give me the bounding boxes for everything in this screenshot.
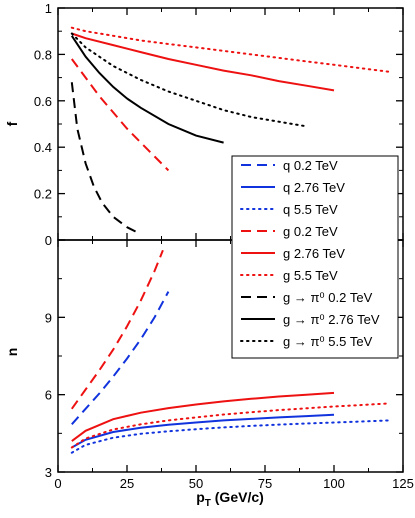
top-ticks-group: 0 0.2 0.4 0.6 0.8 1 (34, 1, 404, 248)
bottom-panel: 0 25 50 75 100 125 3 6 9 n pT (GeV/c) (4, 239, 414, 509)
x-axis-label: pT (GeV/c) (196, 489, 264, 509)
top-series-line-5 (70, 32, 308, 128)
legend: q 0.2 TeV q 2.76 TeV q 5.5 TeV g 0.2 TeV g 2… (231, 155, 399, 359)
bottom-series-line-4 (71, 391, 335, 442)
legend-label: g 0.2 TeV (283, 224, 338, 239)
x-tick-label: 100 (323, 476, 345, 491)
bottom-series-line-0 (71, 291, 170, 425)
bottom-ticks-group: 0 25 50 75 100 125 3 6 9 (45, 239, 414, 491)
x-tick-label: 25 (120, 476, 134, 491)
top-series-line-2 (70, 26, 391, 73)
legend-label: g → π⁰ 2.76 TeV (283, 312, 380, 327)
top-y-tick-label: 0.8 (34, 47, 52, 62)
x-tick-label: 75 (258, 476, 272, 491)
top-y-tick-label: 1 (45, 1, 52, 16)
legend-label: q 5.5 TeV (283, 202, 338, 217)
top-series-line-3 (70, 82, 142, 236)
bottom-series-line-5 (70, 402, 391, 449)
legend-label: g → π⁰ 5.5 TeV (283, 334, 373, 349)
x-axis-label-unit: (GeV/c) (211, 489, 264, 505)
bottom-series-line-3 (70, 249, 164, 410)
legend-label: q 2.76 TeV (283, 180, 345, 195)
bottom-series-line-2 (70, 419, 391, 454)
x-tick-label: 125 (392, 476, 414, 491)
x-tick-label: 50 (189, 476, 203, 491)
top-y-tick-label: 0.4 (34, 140, 52, 155)
legend-box (231, 155, 399, 359)
top-series-line-1 (71, 32, 335, 92)
legend-label: q 0.2 TeV (283, 158, 338, 173)
top-y-tick-label: 0.2 (34, 187, 52, 202)
bottom-series-line-1 (71, 413, 335, 449)
x-axis-label-subscript: T (205, 498, 211, 509)
top-y-tick-label: 0 (45, 233, 52, 248)
bottom-y-axis-label: n (4, 348, 20, 357)
legend-label: g 2.76 TeV (283, 246, 345, 261)
bottom-series-group (70, 249, 391, 454)
bottom-y-tick-label: 6 (45, 388, 52, 403)
top-series-group (70, 26, 391, 236)
legend-label: g → π⁰ 0.2 TeV (283, 290, 373, 305)
x-tick-label: 0 (54, 476, 61, 491)
bottom-y-tick-label: 9 (45, 310, 52, 325)
legend-label: g 5.5 TeV (283, 268, 338, 283)
top-y-tick-label: 0.6 (34, 94, 52, 109)
bottom-y-tick-label: 3 (45, 465, 52, 480)
bottom-plot-frame (57, 239, 404, 473)
x-axis-label-main: p (196, 489, 205, 505)
top-series-line-4 (70, 35, 224, 144)
top-y-axis-label: f (4, 121, 20, 126)
